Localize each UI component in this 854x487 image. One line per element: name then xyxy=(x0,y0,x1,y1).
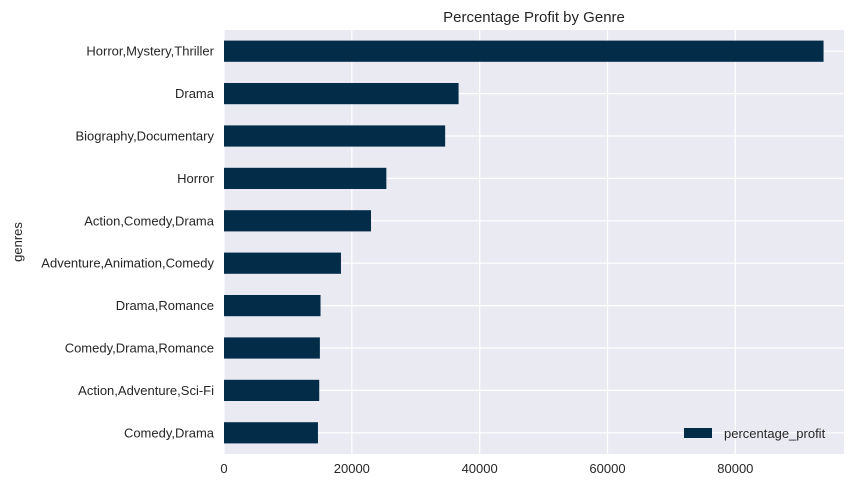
bar xyxy=(224,252,341,274)
x-tick-label: 0 xyxy=(220,461,227,476)
x-tick-label: 60000 xyxy=(589,461,625,476)
y-tick-label: Action,Comedy,Drama xyxy=(84,213,215,228)
y-tick-label: Horror xyxy=(177,171,215,186)
x-tick-labels: 0 20000 40000 60000 80000 xyxy=(220,461,753,476)
x-tick-label: 20000 xyxy=(334,461,370,476)
y-tick-label: Comedy,Drama xyxy=(124,425,215,440)
bar xyxy=(224,295,321,317)
legend: percentage_profit xyxy=(684,426,826,441)
y-tick-label: Action,Adventure,Sci-Fi xyxy=(78,383,214,398)
y-tick-label: Comedy,Drama,Romance xyxy=(65,341,214,356)
legend-label: percentage_profit xyxy=(724,426,826,441)
y-tick-label: Horror,Mystery,Thriller xyxy=(86,44,214,59)
y-tick-labels: Horror,Mystery,Thriller Drama Biography,Do… xyxy=(41,44,214,441)
bars xyxy=(224,40,824,444)
y-axis-label: genres xyxy=(10,222,25,262)
y-tick-label: Drama,Romance xyxy=(116,298,214,313)
bar xyxy=(224,167,387,189)
x-tick-label: 40000 xyxy=(462,461,498,476)
bar xyxy=(224,40,824,62)
bar xyxy=(224,210,372,232)
bar xyxy=(224,125,446,147)
chart-title: Percentage Profit by Genre xyxy=(443,9,625,26)
x-tick-label: 80000 xyxy=(717,461,753,476)
y-tick-label: Drama xyxy=(175,86,215,101)
y-tick-label: Biography,Documentary xyxy=(76,129,215,144)
legend-swatch xyxy=(684,428,712,438)
y-tick-label: Adventure,Animation,Comedy xyxy=(41,256,214,271)
bar xyxy=(224,379,320,401)
bar xyxy=(224,83,459,105)
bar xyxy=(224,422,318,444)
bar xyxy=(224,337,320,359)
